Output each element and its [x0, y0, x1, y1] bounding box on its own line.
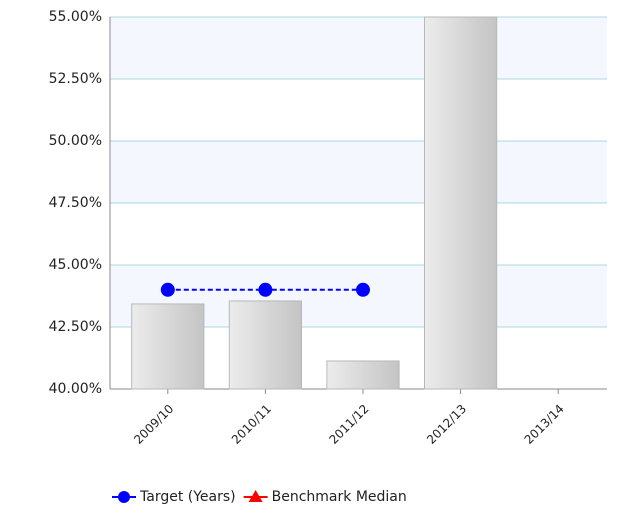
- series-marker: [356, 282, 370, 297]
- x-tick-label: 2010/11: [229, 402, 274, 447]
- y-tick-label: 55.00%: [49, 9, 102, 25]
- y-tick-label: 45.00%: [49, 257, 102, 273]
- plot-band: [110, 17, 607, 79]
- bar: [131, 303, 205, 390]
- legend-label: Benchmark Median: [272, 489, 407, 505]
- x-tick-label: 2011/12: [326, 402, 371, 447]
- y-tick-label: 52.50%: [49, 71, 102, 87]
- x-tick-label: 2013/14: [522, 402, 567, 447]
- legend-marker: [248, 490, 263, 502]
- y-tick-label: 42.50%: [49, 319, 102, 335]
- y-tick-label: 50.00%: [49, 133, 102, 149]
- x-tick-label: 2009/10: [131, 402, 176, 447]
- legend-marker: [118, 491, 130, 503]
- legend-label: Target (Years): [139, 489, 236, 505]
- y-tick-label: 47.50%: [49, 195, 102, 211]
- y-tick-label: 40.00%: [49, 381, 102, 397]
- bar: [423, 16, 498, 390]
- bar: [228, 300, 303, 390]
- series-marker: [160, 282, 175, 297]
- plot-band: [110, 141, 607, 203]
- x-tick-label: 2012/13: [424, 402, 469, 447]
- bar: [326, 360, 400, 390]
- series-marker: [258, 282, 273, 297]
